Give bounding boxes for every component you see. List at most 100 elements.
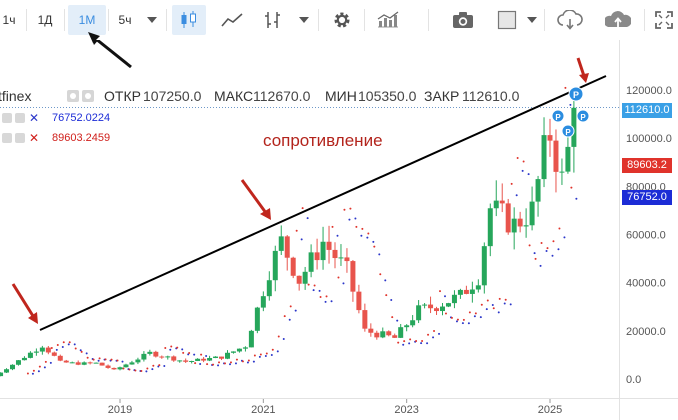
event-marker[interactable]: P: [561, 124, 575, 138]
candle-body[interactable]: [356, 291, 362, 311]
bar-style-button[interactable]: [256, 5, 290, 35]
candle-body[interactable]: [105, 365, 111, 368]
candle-body[interactable]: [15, 360, 21, 365]
candle-body[interactable]: [4, 369, 10, 373]
candle-body[interactable]: [225, 352, 230, 359]
candle-body[interactable]: [254, 307, 260, 331]
interval-1h-button[interactable]: 1ч: [0, 5, 24, 35]
candle-body[interactable]: [308, 252, 314, 272]
candle-body[interactable]: [380, 331, 386, 338]
exchange-name[interactable]: tfinex: [0, 88, 32, 104]
candle-body[interactable]: [171, 356, 177, 361]
candle-body[interactable]: [153, 351, 159, 357]
candle-body[interactable]: [350, 261, 356, 292]
close-icon[interactable]: ✕: [29, 111, 40, 125]
candle-body[interactable]: [87, 362, 93, 364]
candle-body[interactable]: [51, 352, 57, 356]
candle-body[interactable]: [445, 303, 451, 307]
indicator-row-blue[interactable]: ✕ 76752.0224: [0, 110, 140, 126]
candle-body[interactable]: [111, 367, 117, 370]
chart-style-dropdown-button[interactable]: [294, 5, 314, 35]
candle-body[interactable]: [416, 305, 422, 321]
candle-body[interactable]: [434, 308, 440, 312]
candle-body[interactable]: [535, 179, 541, 202]
line-style-button[interactable]: [214, 5, 250, 35]
candle-body[interactable]: [410, 320, 416, 326]
candle-body[interactable]: [0, 372, 4, 377]
candle-body[interactable]: [260, 296, 266, 308]
candle-body[interactable]: [165, 356, 171, 358]
settings-button[interactable]: [324, 5, 360, 35]
candle-body[interactable]: [189, 360, 195, 362]
candle-body[interactable]: [27, 352, 33, 358]
candle-body[interactable]: [296, 275, 302, 284]
candle-body[interactable]: [147, 351, 153, 354]
candle-body[interactable]: [499, 200, 505, 204]
candle-body[interactable]: [404, 325, 410, 328]
candle-body[interactable]: [475, 285, 481, 290]
candle-body[interactable]: [368, 328, 374, 333]
candle-body[interactable]: [481, 246, 487, 286]
candle-body[interactable]: [81, 362, 87, 365]
candle-body[interactable]: [278, 236, 284, 251]
candle-body[interactable]: [559, 171, 565, 173]
candle-body[interactable]: [248, 330, 254, 348]
candle-body[interactable]: [493, 200, 499, 209]
candle-body[interactable]: [183, 360, 189, 362]
candle-body[interactable]: [39, 347, 45, 352]
candle-body[interactable]: [236, 348, 242, 352]
candle-body[interactable]: [195, 358, 201, 361]
candles-style-button[interactable]: [172, 5, 206, 35]
candle-body[interactable]: [123, 364, 129, 368]
candle-body[interactable]: [135, 359, 141, 363]
close-icon[interactable]: ✕: [29, 131, 40, 145]
candle-body[interactable]: [201, 358, 207, 361]
indicator-row-red[interactable]: ✕ 89603.2459: [0, 130, 140, 146]
load-layout-button[interactable]: [552, 5, 588, 35]
candle-body[interactable]: [553, 140, 559, 172]
candle-body[interactable]: [440, 306, 445, 312]
legend-icons[interactable]: [55, 86, 99, 111]
candle-body[interactable]: [33, 351, 39, 353]
candle-body[interactable]: [529, 201, 535, 226]
candle-body[interactable]: [511, 218, 517, 233]
candle-body[interactable]: [63, 360, 69, 363]
event-marker[interactable]: P: [551, 109, 565, 123]
interval-5h-button[interactable]: 5ч: [110, 5, 140, 35]
candle-body[interactable]: [505, 203, 511, 233]
event-marker[interactable]: P: [576, 109, 590, 123]
candle-body[interactable]: [242, 347, 248, 349]
candle-body[interactable]: [463, 289, 469, 294]
candle-body[interactable]: [487, 208, 493, 247]
candle-body[interactable]: [320, 241, 326, 261]
candle-body[interactable]: [159, 356, 165, 358]
screenshot-button[interactable]: [446, 5, 480, 35]
candle-body[interactable]: [129, 362, 135, 365]
candle-body[interactable]: [75, 362, 81, 365]
resistance-trendline[interactable]: [39, 75, 607, 331]
candle-body[interactable]: [428, 304, 434, 309]
candle-body[interactable]: [332, 249, 338, 259]
candle-body[interactable]: [219, 356, 225, 359]
candle-body[interactable]: [565, 146, 571, 172]
candle-body[interactable]: [422, 304, 428, 306]
candle-body[interactable]: [571, 107, 577, 147]
save-layout-button[interactable]: [598, 5, 638, 35]
candle-body[interactable]: [10, 364, 15, 370]
candle-body[interactable]: [272, 250, 278, 281]
candle-body[interactable]: [451, 294, 457, 304]
candle-body[interactable]: [457, 289, 463, 295]
candle-body[interactable]: [547, 135, 553, 141]
color-picker-button[interactable]: [492, 5, 522, 35]
color-dropdown-button[interactable]: [524, 5, 540, 35]
eye-icon[interactable]: [2, 133, 12, 143]
candle-body[interactable]: [362, 310, 368, 329]
candle-body[interactable]: [386, 331, 392, 336]
fullscreen-button[interactable]: [650, 5, 678, 35]
gear-icon[interactable]: [15, 133, 25, 143]
candle-body[interactable]: [99, 362, 105, 366]
candle-body[interactable]: [344, 257, 350, 262]
eye-icon[interactable]: [2, 113, 12, 123]
candle-body[interactable]: [266, 280, 272, 297]
candle-body[interactable]: [469, 289, 475, 294]
